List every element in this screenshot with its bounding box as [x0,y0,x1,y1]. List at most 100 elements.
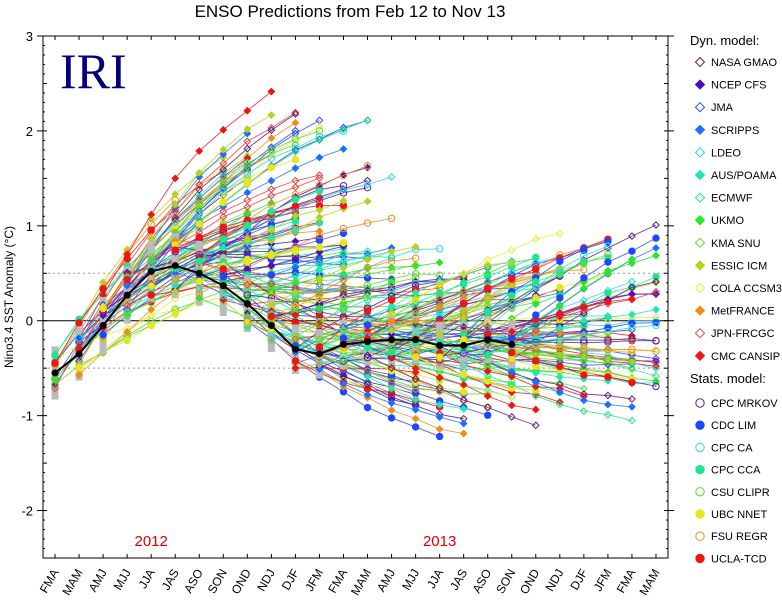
model-forecast-point [291,147,300,156]
model-forecast-point [555,301,564,309]
model-forecast-line [343,330,512,383]
model-forecast-line [463,350,632,408]
model-forecast-line [487,326,657,367]
model-forecast-point [555,229,564,238]
model-forecast-point [219,223,227,232]
observed-series [51,262,516,377]
model-forecast-point [387,339,396,348]
x-tick-label: JFM [302,566,326,593]
model-forecast-point [604,258,612,266]
model-forecast-line [271,279,440,342]
model-forecast-point [267,124,276,132]
model-forecast-point [579,302,588,311]
legend-entry: ESSIC ICM [694,260,767,272]
model-forecast-point [291,271,300,280]
model-forecast-point [291,202,300,210]
legend-marker [694,350,706,362]
model-forecast-point [556,265,564,273]
model-forecast-point [291,301,300,310]
y-axis-title: Nino3.4 SST Anomaly (°C) [2,226,16,368]
legend-entry: SCRIPPS [694,124,759,137]
observed-point [75,350,83,358]
model-forecast-line [511,338,657,343]
legend-marker [694,214,706,226]
model-forecast-point [580,252,588,260]
model-forecast-line [415,356,536,391]
model-forecast-point [411,375,420,383]
model-forecast-point [363,274,372,282]
model-forecast-point [556,294,564,302]
model-forecast-point [556,343,564,351]
legend-label: UBC NNET [711,509,768,521]
x-tick-label: MAM [636,567,662,598]
model-forecast-line [511,358,633,380]
model-forecast-point [435,330,444,339]
model-forecast-point [531,392,540,401]
model-forecast-line [78,224,200,350]
model-forecast-point [363,326,372,335]
model-forecast-point [508,303,516,312]
legend-label: KMA SNU [711,238,761,250]
model-forecast-point [459,349,468,357]
legend-marker [694,260,706,271]
iri-logo: IRI [60,43,127,99]
model-forecast-line [150,130,320,260]
model-forecast-point [435,384,444,392]
model-forecast-point [147,282,155,290]
model-forecast-line [415,336,584,390]
model-forecast-point [75,364,83,372]
model-forecast-line [511,298,632,333]
model-forecast-point [435,353,444,361]
model-forecast-point [459,299,468,308]
observed-point [508,340,516,348]
model-forecast-point [339,224,348,233]
model-forecast-point [339,326,348,335]
model-forecast-line [150,126,320,287]
model-forecast-point [315,153,324,162]
model-forecast-line [391,329,512,352]
model-forecast-point [315,335,324,344]
model-forecast-point [363,372,372,381]
observed-point [315,350,323,358]
model-forecast-point [652,377,660,385]
model-forecast-point [628,365,636,374]
model-forecast-point [411,270,420,278]
model-forecast-point [604,324,612,332]
model-forecast-point [339,125,348,134]
model-forecast-line [319,352,440,392]
model-forecast-point [219,273,227,281]
legend-entry: FSU REGR [695,531,768,543]
model-forecast-point [387,384,396,393]
legend-entry: CPC CCA [695,465,761,477]
model-forecast-point [267,87,276,96]
model-forecast-point [123,301,132,310]
legend-label: CMC CANSIP [711,351,780,363]
model-forecast-point [195,220,203,228]
model-forecast-line [223,289,344,302]
model-forecast-point [147,274,155,282]
model-forecast-line [295,277,416,337]
model-forecast-point [387,266,396,274]
model-forecast-line [126,119,320,310]
model-forecast-point [195,200,203,208]
legend-label: FSU REGR [711,531,768,543]
model-forecast-point [291,247,300,255]
model-forecast-point [291,183,300,192]
legend-entry: NASA GMAO [694,56,777,69]
model-forecast-line [174,177,320,246]
model-forecast-point [315,295,324,304]
legend-statistical-title: Stats. model: [690,371,766,386]
model-forecast-point [411,261,420,269]
model-forecast-line [126,227,248,278]
model-forecast-point [411,294,420,303]
model-forecast-point [123,281,132,290]
model-forecast-point [508,355,516,363]
model-forecast-point [291,146,300,154]
model-forecast-line [126,211,296,280]
model-forecast-line [126,113,296,284]
model-forecast-point [171,218,180,227]
model-forecast-point [387,406,396,415]
model-forecast-point [363,307,372,315]
model-forecast-point [267,283,276,292]
model-forecast-line [487,282,657,357]
